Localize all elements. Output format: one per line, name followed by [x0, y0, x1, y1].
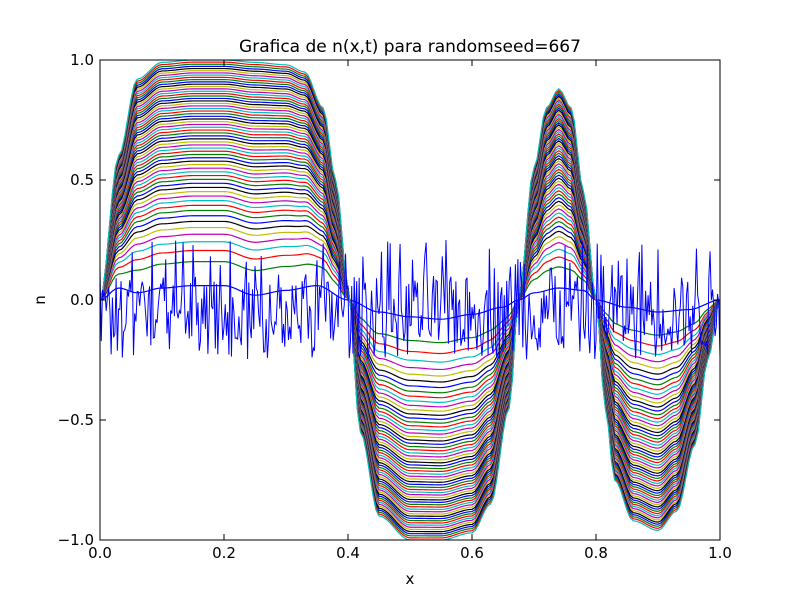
series-line — [100, 233, 720, 371]
y-tick-label: 0.5 — [70, 171, 94, 189]
series-line — [100, 164, 720, 439]
series-line — [100, 195, 720, 408]
series-curves — [100, 60, 720, 540]
series-line — [100, 186, 720, 416]
series-line — [100, 115, 720, 486]
series-line — [100, 67, 720, 533]
series-line — [100, 241, 720, 363]
x-tick-label: 0.8 — [584, 544, 608, 562]
series-line — [100, 220, 720, 383]
series-line — [100, 141, 720, 461]
series-line — [100, 107, 720, 494]
series-line — [100, 93, 720, 508]
series-line — [100, 72, 720, 528]
series-line — [100, 215, 720, 389]
x-tick-label: 0.6 — [460, 544, 484, 562]
series-line — [100, 123, 720, 478]
x-tick-label: 0.2 — [212, 544, 236, 562]
series-line — [100, 100, 720, 501]
series-line — [100, 83, 720, 517]
series-line — [100, 182, 720, 420]
series-line — [100, 167, 720, 435]
series-line — [100, 95, 720, 506]
x-axis-label: x — [406, 570, 415, 588]
series-line — [100, 60, 720, 540]
series-line — [100, 147, 720, 455]
series-line — [100, 191, 720, 412]
series-line — [100, 160, 720, 442]
x-tick-label: 1.0 — [708, 544, 732, 562]
y-tick-label: −0.5 — [58, 411, 94, 429]
series-line — [100, 200, 720, 403]
y-axis-label: n — [31, 295, 49, 305]
y-tick-label: −1.0 — [58, 531, 94, 549]
series-line — [100, 178, 720, 424]
series-line — [100, 74, 720, 526]
chart-title: Grafica de n(x,t) para randomseed=667 — [239, 37, 581, 57]
series-line — [100, 63, 720, 537]
x-tick-label: 0.0 — [88, 544, 112, 562]
series-line — [100, 132, 720, 470]
series-line — [100, 105, 720, 496]
series-line — [100, 110, 720, 491]
series-line — [100, 153, 720, 449]
series-line — [100, 249, 720, 355]
initial-condition-series — [100, 240, 720, 360]
series-line — [100, 90, 720, 511]
series-line — [100, 135, 720, 467]
series-line — [100, 61, 720, 539]
series-line — [100, 209, 720, 394]
series-line — [100, 157, 720, 445]
series-line — [100, 81, 720, 520]
series-line — [100, 174, 720, 428]
series-line — [100, 138, 720, 464]
series-line — [100, 118, 720, 483]
series-line — [100, 97, 720, 503]
series-line — [100, 70, 720, 531]
series-line — [100, 204, 720, 399]
series-line — [100, 76, 720, 524]
series-line — [100, 85, 720, 515]
series-line — [100, 129, 720, 473]
series-line — [100, 113, 720, 489]
y-tick-label: 0.0 — [70, 291, 94, 309]
initial-condition-line — [100, 240, 720, 360]
series-line — [100, 226, 720, 377]
series-line — [100, 126, 720, 475]
axis-ticks: 0.0 0.2 0.4 0.6 0.8 1.0 −1.0 −0.5 0.0 0.5 1.0 — [58, 51, 732, 562]
y-tick-label: 1.0 — [70, 51, 94, 69]
series-line — [100, 88, 720, 513]
series-line — [100, 65, 720, 535]
series-line — [100, 79, 720, 522]
series-line — [100, 171, 720, 432]
x-tick-label: 0.4 — [336, 544, 360, 562]
series-line — [100, 102, 720, 499]
series-line — [100, 144, 720, 458]
series-line — [100, 150, 720, 452]
series-line — [100, 121, 720, 481]
